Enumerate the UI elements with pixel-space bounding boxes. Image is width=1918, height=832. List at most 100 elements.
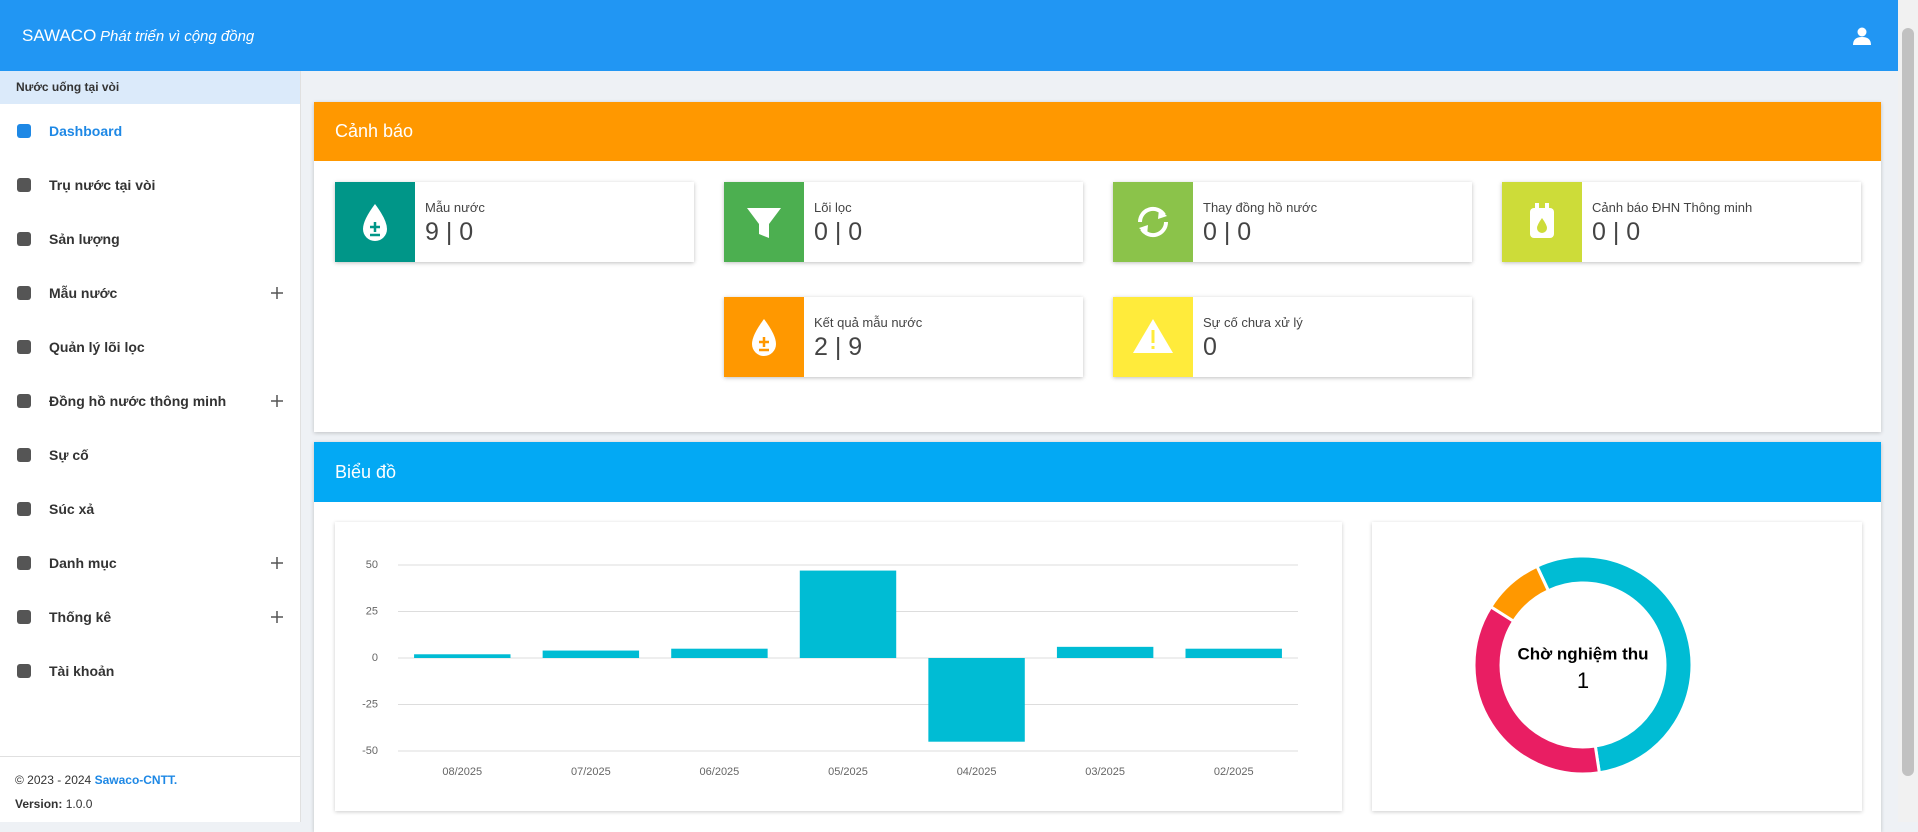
menu-item[interactable]: Sự cố xyxy=(0,433,300,477)
menu-icon xyxy=(17,502,31,516)
menu-label: Sản lượng xyxy=(49,231,120,247)
menu-label: Súc xả xyxy=(49,501,95,517)
menu-icon xyxy=(17,664,31,678)
info-label: Kết quả mẫu nước xyxy=(814,315,923,330)
expand-icon xyxy=(271,611,283,623)
x-tick-label: 08/2025 xyxy=(442,766,482,778)
info-card[interactable]: Mẫu nước 9 | 0 xyxy=(335,182,694,262)
menu-icon xyxy=(17,340,31,354)
info-label: Mẫu nước xyxy=(425,200,485,215)
icon-shape xyxy=(17,610,31,624)
x-tick-label: 07/2025 xyxy=(571,766,611,778)
menu-item[interactable]: Sản lượng xyxy=(0,217,300,261)
menu-icon xyxy=(17,232,31,246)
center-label: Chờ nghiệm thu xyxy=(1517,644,1648,663)
plus xyxy=(271,611,283,623)
info-label: Thay đồng hồ nước xyxy=(1203,200,1318,215)
account-button[interactable] xyxy=(1852,26,1872,46)
copyright: © 2023 - 2024 xyxy=(15,773,92,787)
info-icon xyxy=(1113,297,1193,377)
bar xyxy=(414,654,511,658)
menu-icon xyxy=(17,124,31,138)
x-tick-label: 06/2025 xyxy=(700,766,740,778)
bar-chart: -50 -25 0 25 50 08/2025 07/2025 06/2025 05/2025 0… xyxy=(335,522,1342,811)
y-tick-label: 50 xyxy=(366,559,378,571)
app-bar: SAWACO Phát triển vì cộng đồng xyxy=(0,0,1898,71)
info-card[interactable]: Sự cố chưa xử lý 0 xyxy=(1113,297,1472,377)
menu-item[interactable]: Trụ nước tại vòi xyxy=(0,163,300,207)
menu-label: Thống kê xyxy=(49,609,112,625)
donut-chart: Chờ nghiệm thu 1 xyxy=(1372,522,1862,811)
info-label: Sự cố chưa xử lý xyxy=(1203,315,1303,330)
info-value: 2 | 9 xyxy=(814,333,863,361)
alerts-title: Cảnh báo xyxy=(314,102,1881,161)
menu-item[interactable]: Tài khoản xyxy=(0,649,300,693)
slogan: Phát triển vì cộng đồng xyxy=(100,28,255,45)
alerts-card: Cảnh báo Mẫu nước 9 | 0 Lõi lọc 0 | 0 Thay đ… xyxy=(314,102,1881,432)
y-tick-label: 0 xyxy=(372,652,378,664)
plus xyxy=(271,395,283,407)
menu-icon xyxy=(17,610,31,624)
icon-shape xyxy=(17,394,31,408)
y-tick-label: -50 xyxy=(362,745,378,757)
info-card[interactable]: Cảnh báo ĐHN Thông minh 0 | 0 xyxy=(1502,182,1861,262)
menu-label: Sự cố xyxy=(49,447,89,463)
version: 1.0.0 xyxy=(65,797,93,811)
icon-shape xyxy=(17,340,31,354)
plus xyxy=(271,287,283,299)
bar xyxy=(671,648,768,658)
company-link[interactable]: Sawaco-CNTT. xyxy=(94,773,178,787)
expand-icon xyxy=(271,395,283,407)
info-icon xyxy=(1502,182,1582,262)
info-card[interactable]: Lõi lọc 0 | 0 xyxy=(724,182,1083,262)
icon-shape xyxy=(17,448,31,462)
menu-item[interactable]: Danh mục xyxy=(0,541,300,585)
donut-slice xyxy=(1488,564,1551,624)
center-value: 1 xyxy=(1577,668,1589,693)
y-tick-label: 25 xyxy=(366,605,378,617)
icon-shape xyxy=(17,286,31,300)
info-icon xyxy=(724,297,804,377)
x-tick-label: 02/2025 xyxy=(1214,766,1254,778)
menu-icon xyxy=(17,178,31,192)
brand: SAWACO xyxy=(22,26,97,45)
info-value: 0 | 0 xyxy=(814,218,863,246)
menu-item[interactable]: Dashboard xyxy=(0,109,300,153)
sidebar-section: Nước uống tại vòi xyxy=(0,71,300,104)
expand-icon xyxy=(271,557,283,569)
menu-item[interactable]: Súc xả xyxy=(0,487,300,531)
icon-shape xyxy=(17,556,31,570)
menu-label: Đồng hồ nước thông minh xyxy=(49,393,227,409)
scrollbar[interactable] xyxy=(1898,0,1918,822)
bar xyxy=(928,658,1025,742)
info-label: Lõi lọc xyxy=(814,200,852,215)
menu-icon xyxy=(17,448,31,462)
icon-shape xyxy=(17,664,31,678)
info-label: Cảnh báo ĐHN Thông minh xyxy=(1592,200,1753,215)
icon-shape xyxy=(17,124,31,138)
menu-item[interactable]: Quản lý lõi lọc xyxy=(0,325,300,369)
menu-item[interactable]: Thống kê xyxy=(0,595,300,639)
charts-title: Biểu đồ xyxy=(314,442,1881,502)
x-tick-label: 04/2025 xyxy=(957,766,997,778)
info-value: 0 xyxy=(1203,333,1217,361)
info-icon xyxy=(335,182,415,262)
sidebar: Nước uống tại vòi Dashboard Trụ nước tại … xyxy=(0,71,301,822)
donut-slice xyxy=(1534,554,1694,775)
icon-shape xyxy=(17,502,31,516)
menu-item[interactable]: Đồng hồ nước thông minh xyxy=(0,379,300,423)
menu-label: Mẫu nước xyxy=(49,285,118,301)
version-label: Version: xyxy=(15,797,63,811)
bar xyxy=(542,650,640,658)
expand-icon xyxy=(271,287,283,299)
info-card[interactable]: Thay đồng hồ nước 0 | 0 xyxy=(1113,182,1472,262)
x-tick-label: 03/2025 xyxy=(1085,766,1125,778)
icon-shape xyxy=(17,232,31,246)
menu-item[interactable]: Mẫu nước xyxy=(0,271,300,315)
menu-label: Trụ nước tại vòi xyxy=(49,177,156,193)
menu-label: Quản lý lõi lọc xyxy=(49,339,145,355)
info-card[interactable]: Kết quả mẫu nước 2 | 9 xyxy=(724,297,1083,377)
icon-shape xyxy=(17,178,31,192)
y-tick-label: -25 xyxy=(362,698,378,710)
